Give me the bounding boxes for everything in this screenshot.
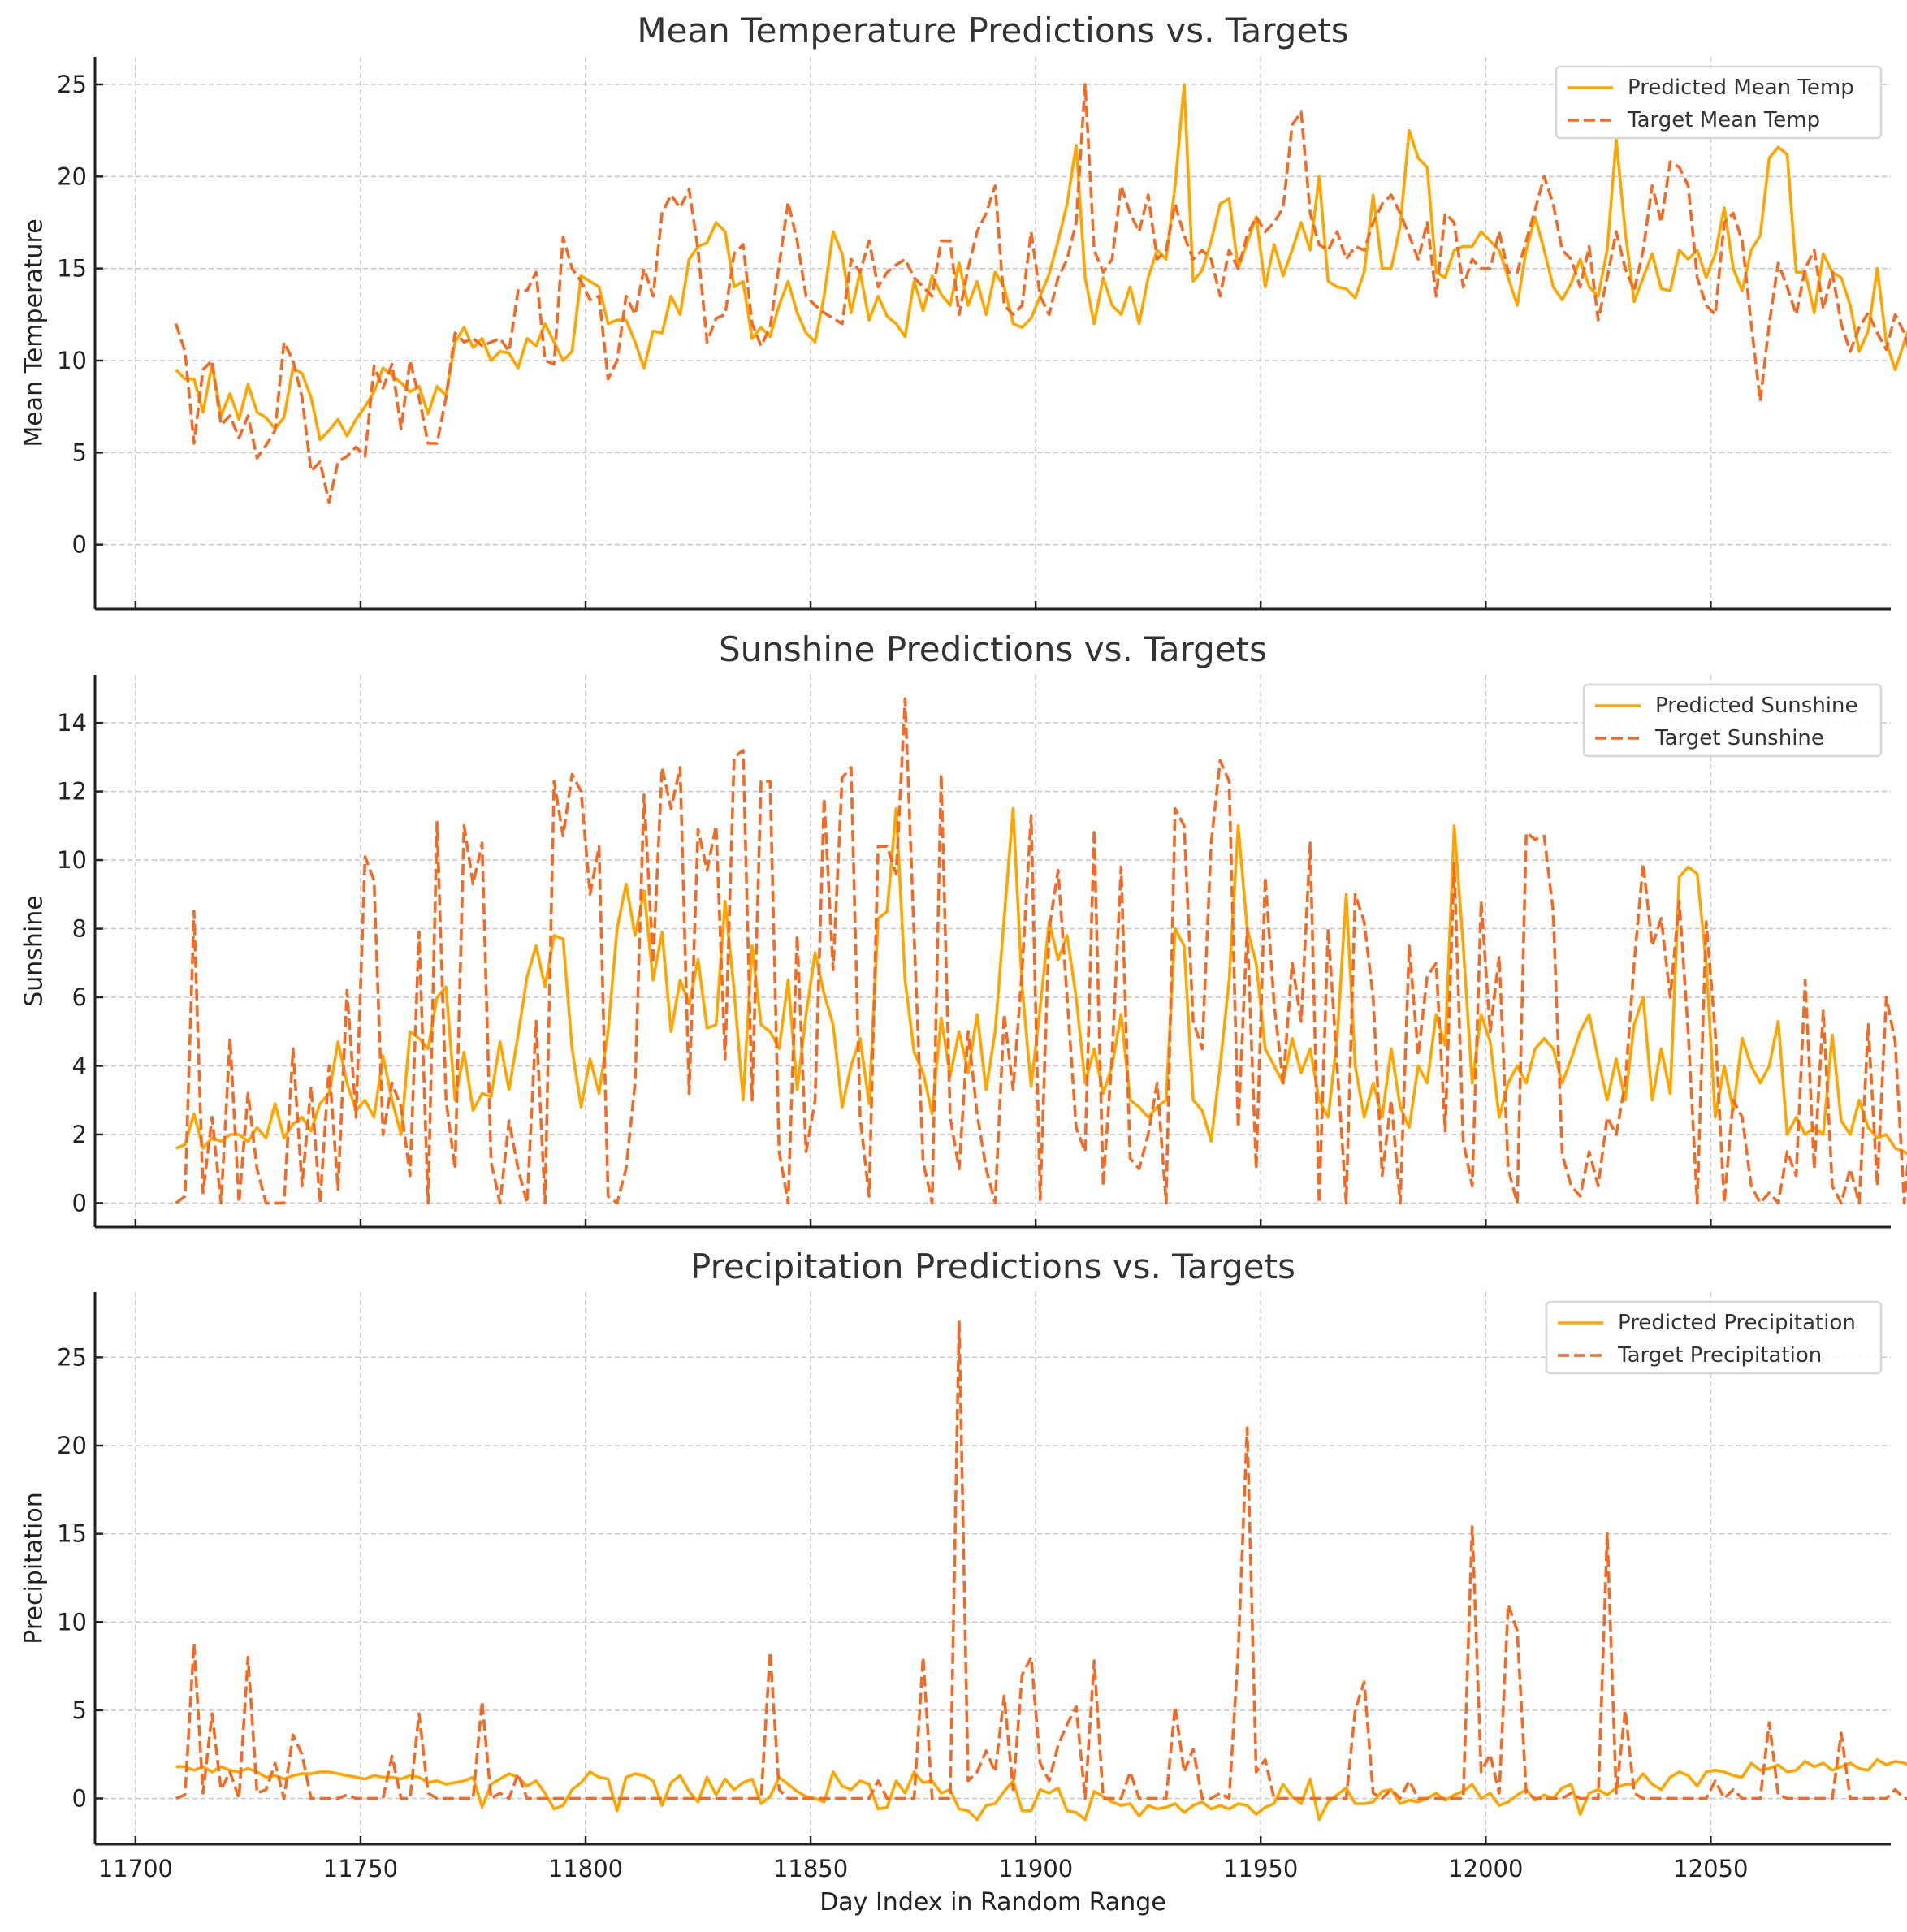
legend: Predicted Precipitation Target Precipita… bbox=[1545, 1300, 1883, 1375]
y-tick-label: 20 bbox=[57, 1432, 87, 1459]
series-line-predicted bbox=[175, 83, 1907, 442]
y-tick-label: 25 bbox=[57, 71, 87, 98]
series-line-predicted bbox=[175, 1757, 1907, 1822]
y-tick-label: 0 bbox=[72, 1189, 87, 1217]
chart-title: Sunshine Predictions vs. Targets bbox=[719, 629, 1267, 669]
x-tick-label: 11900 bbox=[998, 1855, 1073, 1882]
series-line-target bbox=[175, 697, 1907, 1205]
legend-label-predicted: Predicted Sunshine bbox=[1655, 694, 1858, 718]
series-lines bbox=[175, 697, 1907, 1205]
y-tick-label: 15 bbox=[57, 255, 87, 283]
y-tick-label: 5 bbox=[72, 1696, 87, 1724]
x-tick-label: 11850 bbox=[773, 1855, 848, 1882]
x-tick-label: 11800 bbox=[548, 1855, 623, 1882]
y-tick-label: 20 bbox=[57, 162, 87, 190]
panel-mean-temperature: Mean Temperature Predictions vs. Targets… bbox=[20, 11, 1907, 611]
y-tick-label: 12 bbox=[57, 778, 87, 806]
legend: Predicted Mean Temp Target Mean Temp bbox=[1555, 65, 1883, 140]
y-axis-label: Sunshine bbox=[20, 895, 49, 1007]
legend-label-predicted: Predicted Mean Temp bbox=[1628, 76, 1854, 100]
y-tick-label: 0 bbox=[72, 1785, 87, 1813]
panel-sunshine: Sunshine Predictions vs. Targets Sunshin… bbox=[20, 629, 1907, 1229]
x-tick-label: 12000 bbox=[1448, 1855, 1523, 1882]
x-tick-label: 12050 bbox=[1673, 1855, 1748, 1882]
y-tick-label: 4 bbox=[72, 1052, 87, 1079]
chart-title: Precipitation Predictions vs. Targets bbox=[690, 1247, 1295, 1286]
x-tick-label: 11950 bbox=[1223, 1855, 1298, 1882]
y-axis-label: Mean Temperature bbox=[20, 218, 49, 447]
legend-box bbox=[1555, 65, 1883, 140]
legend-label-target: Target Mean Temp bbox=[1627, 108, 1820, 132]
axes: 0 5 10 15 20 25 bbox=[57, 57, 1891, 611]
y-tick-label: 6 bbox=[72, 983, 87, 1011]
y-tick-label: 10 bbox=[57, 347, 87, 374]
panel-precipitation: Precipitation Predictions vs. Targets Pr… bbox=[20, 1247, 1907, 1882]
legend-box bbox=[1582, 683, 1883, 758]
series-lines bbox=[175, 1320, 1907, 1822]
y-axis-label: Precipitation bbox=[20, 1492, 49, 1645]
series-lines bbox=[174, 83, 1907, 504]
y-tick-label: 8 bbox=[72, 915, 87, 943]
y-tick-label: 0 bbox=[72, 531, 87, 559]
y-tick-label: 15 bbox=[57, 1520, 87, 1548]
y-tick-label: 2 bbox=[72, 1121, 87, 1148]
legend-label-target: Target Sunshine bbox=[1654, 726, 1824, 750]
legend: Predicted Sunshine Target Sunshine bbox=[1582, 683, 1883, 758]
y-tick-label: 5 bbox=[72, 439, 87, 466]
legend-label-target: Target Precipitation bbox=[1617, 1343, 1822, 1368]
x-axis-label: Day Index in Random Range bbox=[819, 1888, 1166, 1917]
chart-title: Mean Temperature Predictions vs. Targets bbox=[637, 11, 1348, 50]
y-tick-label: 10 bbox=[57, 1608, 87, 1636]
axes: 0 2 4 6 8 10 12 14 bbox=[57, 675, 1891, 1229]
y-tick-label: 14 bbox=[57, 709, 87, 737]
y-tick-label: 10 bbox=[57, 846, 87, 874]
axes: 0 5 10 15 20 25 11700 11750 11800 11850 11900 11950… bbox=[57, 1292, 1891, 1882]
x-tick-label: 11750 bbox=[323, 1855, 398, 1882]
legend-label-predicted: Predicted Precipitation bbox=[1618, 1311, 1856, 1335]
series-line-target bbox=[174, 83, 1907, 504]
series-line-predicted bbox=[175, 806, 1907, 1156]
y-tick-label: 25 bbox=[57, 1343, 87, 1371]
x-tick-label: 11700 bbox=[98, 1855, 173, 1882]
legend-box bbox=[1545, 1300, 1883, 1375]
